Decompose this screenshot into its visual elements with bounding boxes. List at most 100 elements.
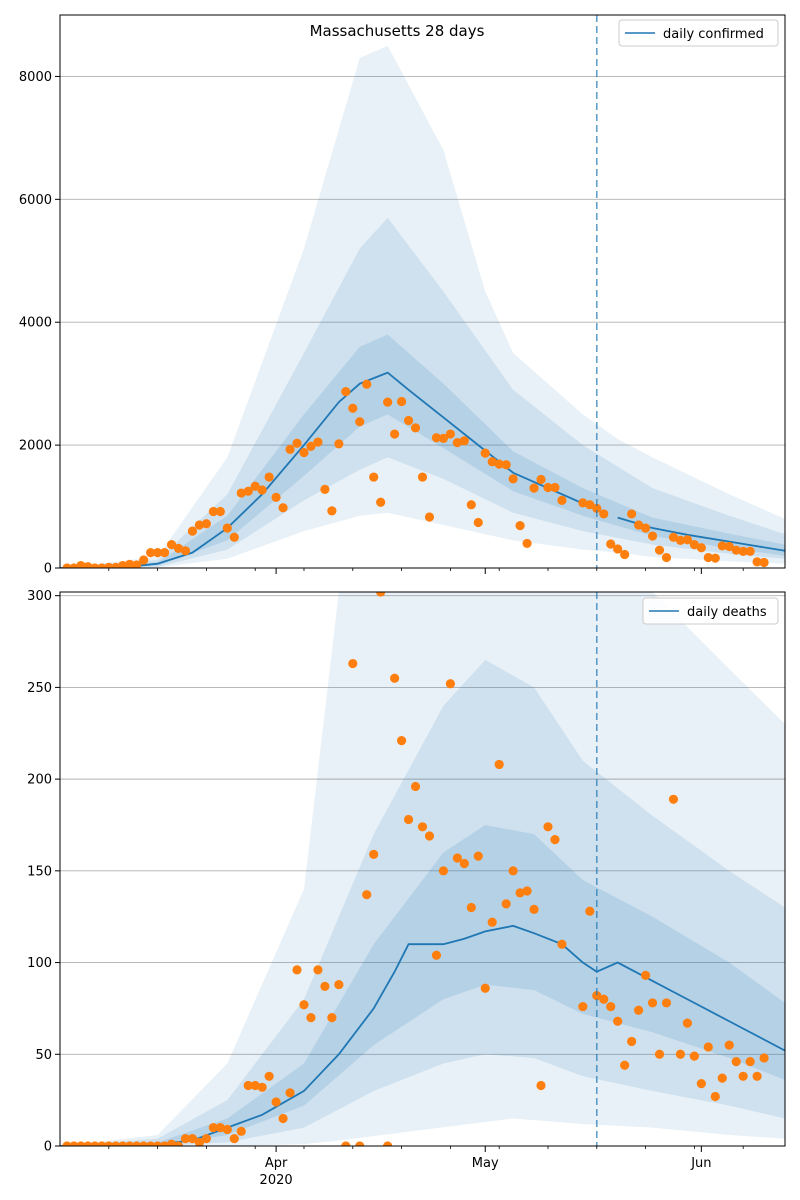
deaths-data-point <box>208 1123 218 1133</box>
deaths-data-point <box>166 1139 177 1146</box>
confirmed-data-point <box>717 541 727 551</box>
confirmed-data-point <box>745 546 755 557</box>
confirmed-data-point <box>222 523 232 533</box>
confirmed-y-tick-label: 8000 <box>19 70 52 85</box>
deaths-data-point <box>313 965 323 975</box>
deaths-data-point <box>738 1071 748 1081</box>
deaths-data-point <box>452 853 462 863</box>
deaths-data-point <box>627 1036 637 1047</box>
deaths-data-point <box>585 906 595 916</box>
chart-title: Massachusetts 28 days <box>310 22 485 40</box>
confirmed-data-point <box>257 485 267 495</box>
deaths-data-point <box>731 1057 741 1067</box>
confirmed-data-point <box>125 559 135 568</box>
deaths-data-point <box>710 1091 720 1102</box>
confirmed-data-point <box>536 474 546 485</box>
deaths-data-point <box>647 998 658 1008</box>
deaths-data-point <box>334 979 344 990</box>
deaths-band-middle <box>60 659 785 1146</box>
deaths-y-axis: 0 50 100 150 200 250 300 <box>27 589 60 1155</box>
confirmed-data-point <box>515 521 525 531</box>
confirmed-data-point <box>710 553 720 563</box>
deaths-data-point <box>717 1073 727 1083</box>
confirmed-data-point <box>271 492 281 502</box>
confirmed-data-point <box>327 506 337 516</box>
deaths-data-point <box>271 1097 281 1107</box>
confirmed-data-point <box>215 506 225 517</box>
x-tick-label: Jun <box>690 1156 711 1171</box>
deaths-data-point <box>355 1141 365 1146</box>
confirmed-data-point <box>250 481 260 491</box>
deaths-data-point <box>431 950 442 960</box>
deaths-data-point <box>459 858 469 869</box>
deaths-legend-box <box>642 597 779 625</box>
confirmed-data-point <box>661 552 672 563</box>
deaths-data-point <box>759 1053 769 1063</box>
confirmed-legend-label: daily confirmed <box>663 27 764 42</box>
deaths-data-point <box>724 1040 734 1050</box>
confirmed-data-point <box>285 444 295 455</box>
deaths-data-point <box>320 981 330 992</box>
confirmed-data-point <box>682 535 693 545</box>
confirmed-band-middle <box>60 217 785 568</box>
confirmed-data-point <box>97 563 107 568</box>
confirmed-data-point <box>585 500 595 510</box>
confirmed-data-point <box>675 535 686 545</box>
deaths-data-point <box>278 1113 288 1124</box>
deaths-data-point <box>599 994 609 1004</box>
confirmed-data-point <box>759 557 769 568</box>
confirmed-data-point <box>208 506 218 517</box>
confirmed-data-point <box>752 557 762 567</box>
deaths-data-point <box>383 1141 393 1146</box>
deaths-data-point <box>675 1049 686 1059</box>
confirmed-data-point <box>236 488 246 498</box>
deaths-y-tick-label: 50 <box>35 1048 52 1063</box>
confirmed-data-point <box>424 512 435 522</box>
deaths-data-point <box>640 970 651 980</box>
confirmed-data-point <box>689 540 699 550</box>
deaths-points <box>62 592 769 1146</box>
deaths-data-point <box>187 1134 198 1144</box>
confirmed-data-point <box>201 519 211 529</box>
deaths-data-point <box>222 1124 232 1135</box>
confirmed-data-point <box>341 387 351 397</box>
deaths-data-point <box>236 1126 246 1136</box>
confirmed-data-point <box>731 545 741 555</box>
confirmed-data-point <box>654 545 665 555</box>
confirmed-data-point <box>348 403 358 413</box>
deaths-data-point <box>243 1080 253 1091</box>
confirmed-data-point <box>390 429 400 439</box>
confirmed-data-point <box>104 562 114 568</box>
deaths-data-point <box>146 1141 156 1146</box>
deaths-data-point <box>578 1001 588 1012</box>
deaths-data-point <box>515 888 525 898</box>
deaths-data-point <box>132 1141 142 1146</box>
deaths-legend: daily deaths <box>642 597 779 625</box>
deaths-data-point <box>661 998 672 1008</box>
deaths-data-point <box>369 849 379 859</box>
confirmed-data-point <box>557 495 567 506</box>
deaths-data-point <box>118 1141 128 1146</box>
confirmed-data-point <box>187 526 198 536</box>
confirmed-data-point <box>362 379 372 389</box>
deaths-data-point <box>327 1012 337 1023</box>
deaths-y-tick-label: 100 <box>27 956 52 971</box>
confirmed-data-point <box>320 484 330 494</box>
deaths-data-point <box>501 899 511 909</box>
confirmed-data-point <box>522 538 532 549</box>
deaths-data-point <box>104 1141 114 1146</box>
deaths-data-point <box>376 592 386 597</box>
confirmed-data-point <box>634 520 644 530</box>
confirmed-data-point <box>299 447 309 458</box>
confirmed-data-point <box>194 520 205 530</box>
deaths-data-point <box>745 1057 755 1067</box>
deaths-y-tick-label: 150 <box>27 864 52 879</box>
confirmed-band-outer <box>60 45 785 568</box>
confirmed-legend-box <box>618 19 779 47</box>
deaths-data-point <box>606 1001 616 1012</box>
deaths-data-point <box>522 886 532 896</box>
deaths-axes-frame <box>59 591 786 1147</box>
deaths-data-point <box>703 1042 713 1052</box>
deaths-data-point <box>97 1141 107 1146</box>
confirmed-data-point <box>334 439 344 449</box>
